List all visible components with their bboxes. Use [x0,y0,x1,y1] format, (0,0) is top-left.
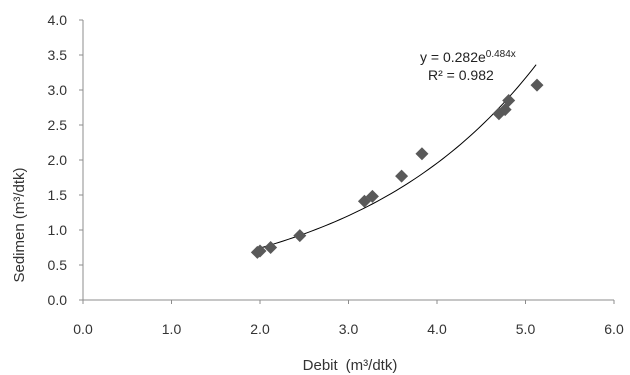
data-point [264,241,278,254]
data-point [530,78,544,92]
data-point [502,94,516,107]
y-tick-label: 0.0 [48,292,68,308]
y-tick-label: 3.0 [48,82,68,98]
y-tick-label: 4.0 [48,12,68,28]
x-tick-label: 0.0 [73,321,93,337]
x-axis-title: Debit (m³/dtk) [303,357,398,374]
x-tick-label: 1.0 [162,321,182,337]
data-point [253,244,267,258]
y-tick-label: 1.5 [48,187,68,203]
equation-prefix: y = 0.282e [420,49,486,65]
x-tick-label: 4.0 [427,321,447,337]
y-tick-labels: 0.0 0.5 1.0 1.5 2.0 2.5 3.0 3.5 4.0 [48,12,83,308]
data-point [395,169,409,183]
y-tick-label: 0.5 [48,257,68,273]
data-point [365,189,379,203]
x-tick-label: 3.0 [339,321,359,337]
x-tick-label: 2.0 [250,321,270,337]
y-tick-label: 1.0 [48,222,68,238]
x-axis-title-main: Debit [303,357,339,374]
y-tick-label: 2.5 [48,117,68,133]
data-points [250,78,544,259]
y-tick-label: 2.0 [48,152,68,168]
trendline-equation: y = 0.282e0.484x [420,49,516,65]
axes [82,20,614,301]
x-tick-label: 6.0 [604,321,624,337]
x-axis-title-unit: (m³/dtk) [346,357,398,374]
x-tick-labels: 0.0 1.0 2.0 3.0 4.0 5.0 6.0 [73,300,624,337]
y-tick-label: 3.5 [48,47,68,63]
data-point [293,229,307,243]
equation-exponent: 0.484x [486,49,516,60]
data-point [415,147,429,161]
y-axis-title: Sedimen (m³/dtk) [11,167,28,282]
x-tick-label: 5.0 [516,321,536,337]
trendline [255,64,537,250]
r-squared-label: R² = 0.982 [428,67,494,83]
